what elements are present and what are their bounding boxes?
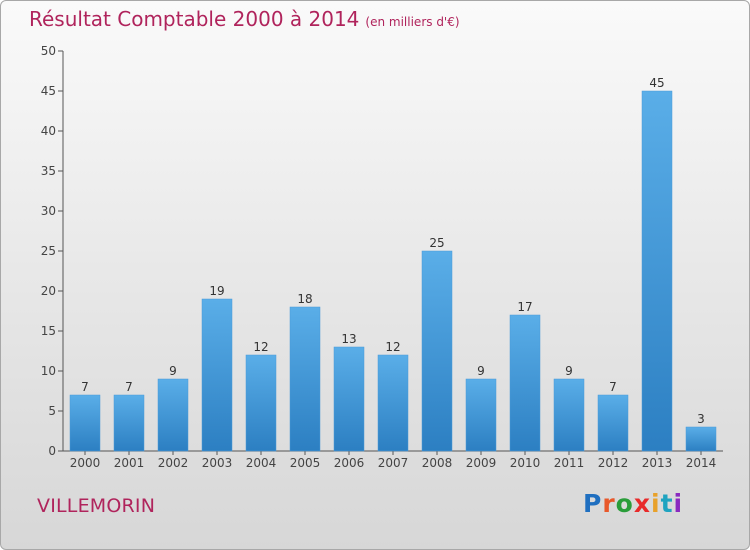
y-tick-label: 10 [41,364,56,378]
x-tick-label: 2014 [686,456,717,470]
y-tick-label: 40 [41,124,56,138]
bar-2011[interactable] [553,378,585,452]
x-tick-label: 2009 [466,456,497,470]
bar-value-label: 18 [297,292,312,306]
bar-2014[interactable] [685,426,717,452]
bar-value-label: 17 [517,300,532,314]
bar-2002[interactable] [157,378,189,452]
bar-value-label: 25 [429,236,444,250]
x-tick-label: 2010 [510,456,541,470]
chart-title: Résultat Comptable 2000 à 2014 (en millie… [29,7,460,31]
bar-2004[interactable] [245,354,277,452]
bar-value-label: 19 [209,284,224,298]
chart-subtitle: (en milliers d'€) [365,15,460,29]
bars: 7 7 9 19 12 18 13 12 25 9 17 9 7 45 3 [69,76,717,452]
y-axis: 0 5 10 15 20 25 30 35 40 45 50 [41,44,64,458]
x-tick-label: 2007 [378,456,409,470]
bar-value-label: 7 [609,380,617,394]
bar-value-label: 13 [341,332,356,346]
x-tick-label: 2011 [554,456,585,470]
bar-value-label: 7 [81,380,89,394]
bar-2010[interactable] [509,314,541,452]
x-tick-label: 2004 [246,456,277,470]
y-tick-label: 20 [41,284,56,298]
bar-2001[interactable] [113,394,145,452]
logo-letter: o [615,489,634,518]
bar-value-label: 9 [477,364,485,378]
y-tick-label: 50 [41,44,56,58]
bar-value-label: 9 [169,364,177,378]
bar-value-label: 12 [385,340,400,354]
x-axis: 2000 2001 2002 2003 2004 2005 2006 2007 2008 2009… [63,450,723,470]
x-tick-label: 2008 [422,456,453,470]
bar-value-label: 7 [125,380,133,394]
x-tick-label: 2002 [158,456,189,470]
bar-2000[interactable] [69,394,101,452]
y-tick-label: 25 [41,244,56,258]
bar-value-label: 9 [565,364,573,378]
x-tick-label: 2001 [114,456,145,470]
bar-value-label: 3 [697,412,705,426]
x-tick-label: 2006 [334,456,365,470]
bar-2003[interactable] [201,298,233,452]
commune-name: VILLEMORIN [37,495,156,517]
logo-letter: t [660,489,674,518]
x-tick-label: 2012 [598,456,629,470]
bar-2007[interactable] [377,354,409,452]
logo-letter: r [602,489,616,518]
y-tick-label: 35 [41,164,56,178]
bar-value-label: 12 [253,340,268,354]
bar-2005[interactable] [289,306,321,452]
y-tick-label: 30 [41,204,56,218]
y-tick-label: 45 [41,84,56,98]
x-tick-label: 2005 [290,456,321,470]
logo-letter: i [673,489,684,518]
y-tick-label: 0 [48,444,56,458]
bar-2006[interactable] [333,346,365,452]
logo-letter: i [651,489,661,518]
x-tick-label: 2000 [70,456,101,470]
y-tick-label: 15 [41,324,56,338]
bar-2008[interactable] [421,250,453,452]
bar-2012[interactable] [597,394,629,452]
y-tick-label: 5 [48,404,56,418]
bar-2009[interactable] [465,378,497,452]
bar-2013[interactable] [641,90,673,452]
x-tick-label: 2013 [642,456,673,470]
x-tick-label: 2003 [202,456,233,470]
proxiti-logo[interactable]: Proxiti [583,489,683,518]
bar-value-label: 45 [649,76,664,90]
logo-letter: x [633,489,651,518]
chart-title-text: Résultat Comptable 2000 à 2014 [29,7,360,31]
logo-letter: P [583,489,603,518]
